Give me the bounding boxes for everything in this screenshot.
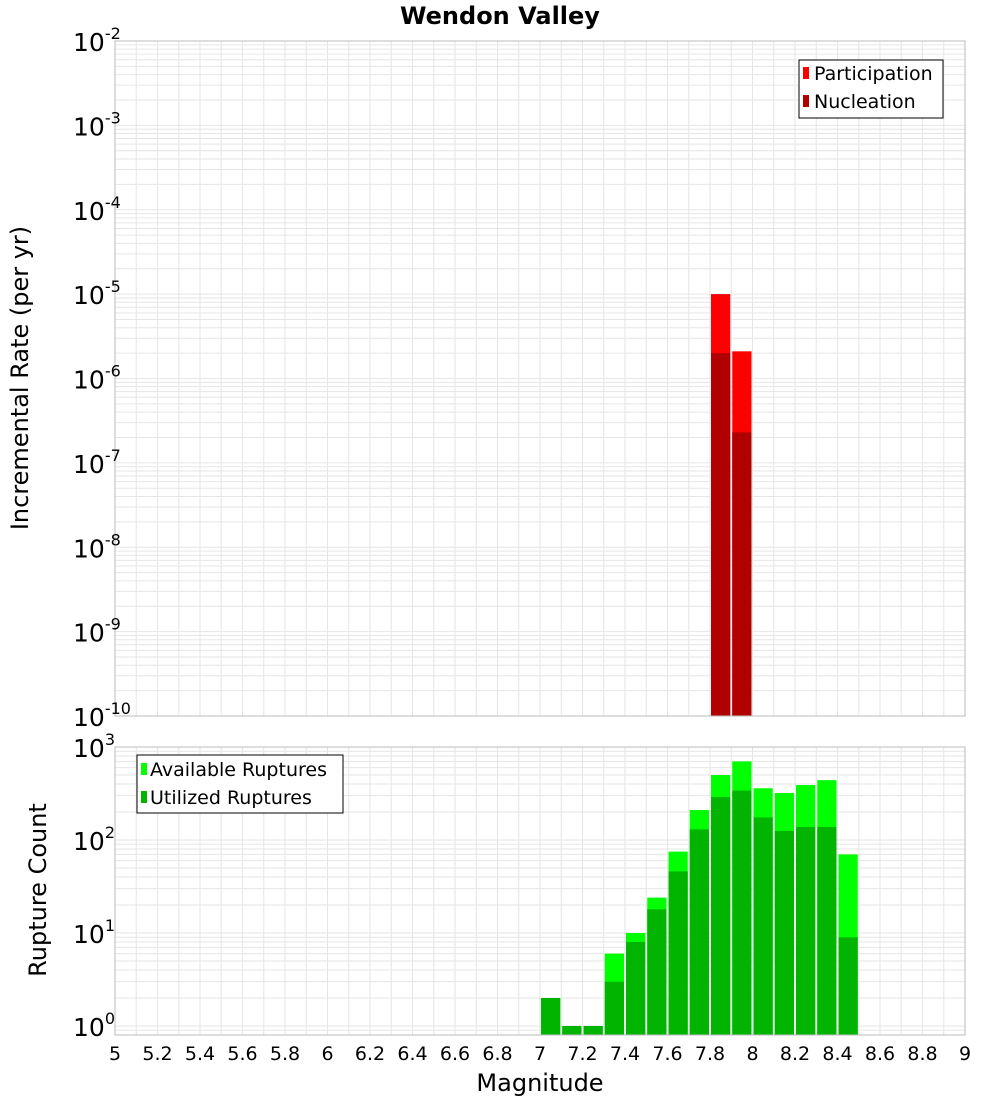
chart-title: Wendon Valley [400, 2, 600, 30]
legend-swatch-participation [803, 67, 809, 79]
x-tick-label: 7.4 [610, 1043, 640, 1065]
utilized-ruptures-bar [626, 942, 646, 1035]
legend-label-available: Available Ruptures [150, 759, 327, 781]
x-tick-label: 6.2 [355, 1043, 385, 1065]
x-tick-label: 6.6 [440, 1043, 470, 1065]
x-tick-label: 8.8 [907, 1043, 937, 1065]
top-y-tick-label: 10-9 [73, 615, 121, 648]
x-tick-label: 5 [109, 1043, 121, 1065]
bottom-y-tick-label: 102 [73, 823, 115, 856]
utilized-ruptures-bar [796, 826, 816, 1035]
utilized-ruptures-bar [541, 997, 561, 1035]
utilized-ruptures-bar [838, 937, 858, 1035]
x-tick-label: 6 [321, 1043, 333, 1065]
x-tick-label: 5.8 [270, 1043, 300, 1065]
top-plot-grid [114, 40, 966, 717]
top-y-tick-label: 10-2 [73, 24, 121, 57]
top-y-axis-label: Incremental Rate (per yr) [6, 226, 34, 530]
y-tick-labels: 10-2 10-3 10-4 10-5 10-6 10-7 10-8 10-9 10-10103… [73, 24, 131, 1042]
bottom-y-tick-label: 100 [73, 1009, 115, 1042]
top-legend: Participation Nucleation [798, 59, 944, 119]
bottom-legend: Available Ruptures Utilized Ruptures [136, 754, 344, 814]
x-tick-label: 6.4 [397, 1043, 427, 1065]
legend-swatch-utilized [141, 791, 147, 803]
top-y-tick-label: 10-8 [73, 530, 121, 563]
nucleation-bar [711, 353, 731, 716]
legend-swatch-nucleation [803, 95, 809, 107]
utilized-ruptures-bar [732, 790, 752, 1035]
x-tick-label: 8.6 [865, 1043, 895, 1065]
x-tick-label: 8.2 [780, 1043, 810, 1065]
legend-swatch-available [141, 763, 147, 775]
x-tick-label: 6.8 [482, 1043, 512, 1065]
top-y-tick-label: 10-6 [73, 362, 121, 395]
x-tick-label: 5.6 [227, 1043, 257, 1065]
utilized-ruptures-bar [583, 1025, 603, 1035]
utilized-ruptures-bar [689, 829, 709, 1035]
x-tick-label: 8 [746, 1043, 758, 1065]
x-axis-label: Magnitude [476, 1069, 603, 1097]
x-tick-label: 7 [534, 1043, 546, 1065]
x-tick-label: 5.2 [142, 1043, 172, 1065]
utilized-ruptures-bar [647, 909, 667, 1035]
x-tick-label: 8.4 [822, 1043, 852, 1065]
bottom-y-tick-label: 101 [73, 916, 115, 949]
bottom-plot-bars [541, 761, 858, 1035]
x-tick-label: 7.8 [695, 1043, 725, 1065]
utilized-ruptures-bar [562, 1025, 582, 1035]
plot-frames [114, 40, 966, 1036]
top-y-tick-label: 10-5 [73, 277, 121, 310]
x-tick-label: 7.2 [567, 1043, 597, 1065]
x-tick-labels: 5 5.2 5.4 5.6 5.8 6 6.2 6.4 6.6 6.8 7 7.2 7.4 7.6 7.8 8… [109, 1043, 971, 1065]
x-tick-label: 9 [959, 1043, 971, 1065]
bottom-plot-frame [114, 746, 966, 1036]
top-plot-bars [711, 294, 752, 716]
top-y-tick-label: 10-4 [73, 193, 121, 226]
utilized-ruptures-bar [753, 817, 773, 1035]
x-tick-label: 5.4 [185, 1043, 215, 1065]
utilized-ruptures-bar [774, 830, 794, 1035]
legend-label-participation: Participation [814, 63, 933, 85]
nucleation-bar [732, 432, 752, 716]
utilized-ruptures-bar [817, 826, 837, 1035]
utilized-ruptures-bar [604, 981, 624, 1035]
top-plot-frame [114, 40, 966, 717]
top-y-tick-label: 10-7 [73, 446, 121, 479]
top-y-tick-label: 10-10 [73, 699, 131, 732]
legend-label-nucleation: Nucleation [814, 91, 916, 113]
bottom-y-axis-label: Rupture Count [24, 803, 52, 977]
utilized-ruptures-bar [711, 796, 731, 1035]
legend-label-utilized: Utilized Ruptures [150, 787, 312, 809]
bottom-y-tick-label: 103 [73, 730, 115, 763]
utilized-ruptures-bar [668, 871, 688, 1035]
x-tick-label: 7.6 [652, 1043, 682, 1065]
top-y-tick-label: 10-3 [73, 108, 121, 141]
